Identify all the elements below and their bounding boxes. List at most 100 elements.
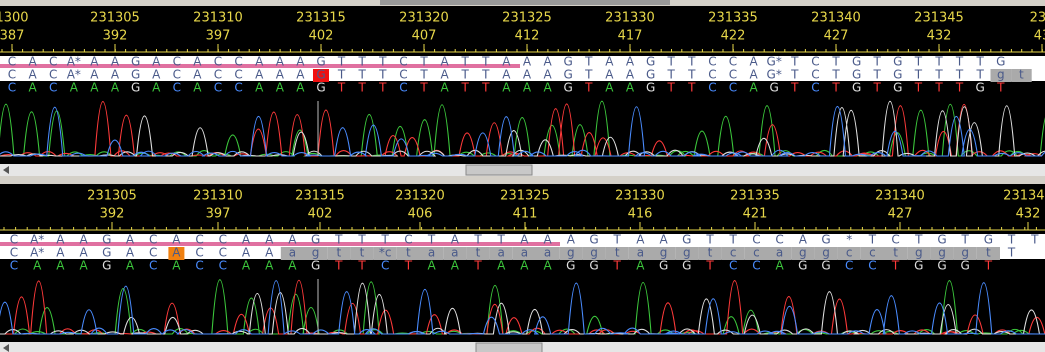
ruler-index: 397 bbox=[206, 207, 231, 222]
base-call: C bbox=[195, 259, 203, 273]
base-call: A bbox=[502, 68, 511, 82]
base-call: g bbox=[799, 246, 807, 260]
base-call: C bbox=[214, 68, 222, 82]
ruler-index: 427 bbox=[888, 207, 913, 222]
base-call: g bbox=[683, 246, 691, 260]
base-call: G bbox=[311, 259, 320, 273]
base-call: T bbox=[914, 55, 923, 69]
base-call: C bbox=[811, 68, 819, 82]
base-call: A bbox=[111, 81, 120, 95]
base-call: G bbox=[682, 233, 691, 247]
ruler-index: 407 bbox=[412, 29, 437, 44]
scrollbar-thumb[interactable] bbox=[476, 343, 542, 352]
base-call: t bbox=[893, 246, 898, 260]
base-call: C bbox=[868, 259, 876, 273]
base-call: A bbox=[626, 55, 635, 69]
base-call: C bbox=[195, 233, 203, 247]
base-call: A bbox=[296, 68, 305, 82]
base-call: C bbox=[149, 233, 157, 247]
base-call: T bbox=[381, 233, 390, 247]
base-call: A bbox=[33, 259, 42, 273]
base-call: C bbox=[752, 259, 760, 273]
base-call: t bbox=[615, 246, 620, 260]
trace-viewer: 1300387231305392231310397231315402231320… bbox=[0, 0, 1045, 352]
base-call: T bbox=[461, 68, 470, 82]
base-call: T bbox=[868, 233, 877, 247]
ruler-index: 421 bbox=[743, 207, 768, 222]
ruler-position: 231325 bbox=[502, 11, 552, 26]
base-call: T bbox=[873, 55, 882, 69]
base-call: g bbox=[660, 246, 668, 260]
base-call: T bbox=[790, 55, 799, 69]
base-call: G bbox=[893, 81, 902, 95]
base-call: A bbox=[626, 81, 635, 95]
base-call: A bbox=[28, 68, 37, 82]
base-call: C bbox=[214, 55, 222, 69]
base-call: T bbox=[790, 68, 799, 82]
base-call: A bbox=[605, 68, 614, 82]
base-call: T bbox=[419, 81, 428, 95]
ruler-index: 411 bbox=[513, 207, 538, 222]
base-call: G bbox=[996, 55, 1005, 69]
base-call: g bbox=[567, 246, 575, 260]
base-call: g bbox=[312, 246, 320, 260]
base-call: C bbox=[173, 55, 181, 69]
base-call: A bbox=[543, 55, 552, 69]
base-call: A bbox=[440, 55, 449, 69]
ruler-index: 406 bbox=[408, 207, 433, 222]
ruler-index: 392 bbox=[103, 29, 128, 44]
base-call: A bbox=[79, 246, 88, 260]
base-call: T bbox=[831, 68, 840, 82]
base-call: C bbox=[708, 81, 716, 95]
base-call: T bbox=[705, 233, 714, 247]
base-call: A bbox=[749, 81, 758, 95]
base-call: G bbox=[852, 81, 861, 95]
ruler-position: 231305 bbox=[87, 189, 137, 204]
base-call: A bbox=[126, 259, 135, 273]
base-call: T bbox=[473, 233, 482, 247]
base-call: T bbox=[914, 81, 923, 95]
base-call: T bbox=[667, 81, 676, 95]
base-call: A bbox=[799, 233, 808, 247]
base-call: C bbox=[811, 81, 819, 95]
base-call: A bbox=[659, 233, 668, 247]
base-call: G bbox=[852, 68, 861, 82]
base-call: T bbox=[667, 55, 676, 69]
base-call: C bbox=[399, 68, 407, 82]
ruler-index: 416 bbox=[628, 207, 653, 222]
ruler-index: 402 bbox=[309, 29, 334, 44]
base-call: A bbox=[636, 259, 645, 273]
ruler-position: 231310 bbox=[193, 11, 243, 26]
ruler-position: 231320 bbox=[395, 189, 445, 204]
splitter-handle[interactable] bbox=[380, 0, 670, 5]
base-call: T bbox=[914, 68, 923, 82]
base-call: T bbox=[961, 233, 970, 247]
ruler-position: 231340 bbox=[875, 189, 925, 204]
base-call: A bbox=[543, 233, 552, 247]
base-call: T bbox=[419, 55, 428, 69]
base-call: C bbox=[8, 68, 16, 82]
base-call: T bbox=[687, 68, 696, 82]
base-call: G bbox=[893, 55, 902, 69]
base-call: C bbox=[10, 246, 18, 260]
base-call: T bbox=[481, 81, 490, 95]
base-call: g bbox=[915, 246, 923, 260]
ruler-position: 231310 bbox=[193, 189, 243, 204]
base-call: T bbox=[613, 233, 622, 247]
base-call: A bbox=[255, 81, 264, 95]
base-call: A bbox=[56, 233, 65, 247]
base-call: C bbox=[8, 55, 16, 69]
base-call: T bbox=[473, 259, 482, 273]
base-call: A bbox=[296, 81, 305, 95]
base-call: G bbox=[646, 81, 655, 95]
base-call: A bbox=[265, 233, 274, 247]
base-call: C bbox=[708, 68, 716, 82]
base-call: T bbox=[404, 259, 413, 273]
base-call: A bbox=[523, 68, 532, 82]
base-call: C bbox=[399, 55, 407, 69]
scrollbar-thumb[interactable] bbox=[466, 165, 532, 175]
base-call: C bbox=[173, 81, 181, 95]
base-call: A bbox=[543, 259, 552, 273]
base-call: A bbox=[172, 259, 181, 273]
base-call: a bbox=[498, 246, 505, 260]
